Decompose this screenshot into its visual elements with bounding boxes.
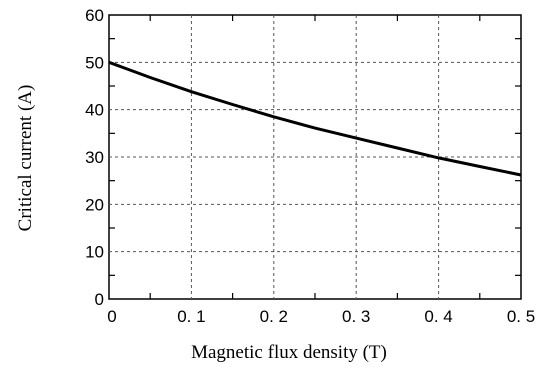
y-tick-labels: 0 10 20 30 40 50 60 (85, 6, 104, 309)
grid-lines (109, 15, 521, 299)
x-tick-label: 0 (107, 307, 116, 326)
x-tick-label: 0. 2 (260, 307, 288, 326)
x-tick-labels: 0 0. 1 0. 2 0. 3 0. 4 0. 5 (107, 307, 535, 326)
y-tick-label: 0 (95, 290, 104, 309)
y-tick-label: 50 (85, 53, 104, 72)
x-tick-label: 0. 5 (507, 307, 535, 326)
plot-area (108, 14, 522, 300)
x-tick-label: 0. 1 (177, 307, 205, 326)
y-tick-label: 10 (85, 243, 104, 262)
y-axis-title: Critical current (A) (15, 85, 36, 232)
y-tick-label: 60 (85, 6, 104, 25)
x-tick-label: 0. 4 (424, 307, 452, 326)
x-axis-title: Magnetic flux density (T) (191, 342, 387, 363)
y-tick-label: 30 (85, 148, 104, 167)
series-line-critical-current (108, 60, 522, 177)
x-tick-label: 0. 3 (342, 307, 370, 326)
minor-ticks (109, 15, 521, 299)
y-tick-label: 20 (85, 195, 104, 214)
y-tick-label: 40 (85, 101, 104, 120)
